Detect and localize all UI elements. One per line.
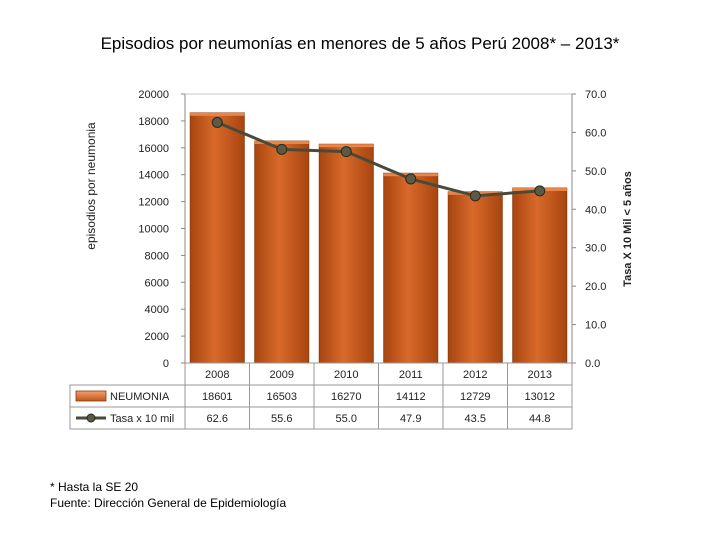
x-tick-label: 2013 bbox=[528, 369, 552, 381]
bar-value-label: 16503 bbox=[266, 391, 297, 403]
x-tick-label: 2010 bbox=[334, 369, 358, 381]
bar-top-2008 bbox=[190, 112, 245, 116]
y-right-tick-label: 40.0 bbox=[585, 204, 606, 216]
bar-2010 bbox=[318, 143, 374, 364]
legend-bar-name: NEUMONIA bbox=[110, 391, 170, 403]
y-left-tick-label: 0 bbox=[163, 358, 169, 370]
bar-value-label: 18601 bbox=[202, 391, 233, 403]
rate-value-label: 55.0 bbox=[336, 413, 357, 425]
bar-top-2010 bbox=[319, 144, 374, 148]
rate-point-2008 bbox=[211, 116, 223, 128]
rate-point-2011 bbox=[405, 173, 417, 185]
y-left-tick-label: 18000 bbox=[138, 116, 169, 128]
rate-point-2012 bbox=[469, 190, 481, 202]
bar-2012 bbox=[447, 191, 503, 364]
x-tick-label: 2012 bbox=[463, 369, 487, 381]
y-left-tick-label: 4000 bbox=[145, 304, 169, 316]
bar-2011 bbox=[383, 172, 439, 364]
y-left-tick-label: 12000 bbox=[138, 197, 169, 209]
rate-value-label: 43.5 bbox=[465, 413, 486, 425]
y-left-tick-label: 10000 bbox=[138, 224, 169, 236]
rate-point-2009 bbox=[276, 143, 288, 155]
y-right-tick-label: 10.0 bbox=[585, 320, 606, 332]
legend-bar-swatch bbox=[75, 390, 107, 402]
y-right-tick-label: 70.0 bbox=[585, 89, 606, 101]
y-right-axis-title: Tasa X 10 Mil < 5 años bbox=[622, 171, 634, 287]
rate-value-label: 47.9 bbox=[400, 413, 421, 425]
bar-2008 bbox=[189, 112, 245, 364]
bar-2009 bbox=[254, 140, 310, 364]
bar-value-label: 16270 bbox=[331, 391, 362, 403]
chart-title: Episodios por neumonías en menores de 5 … bbox=[100, 34, 620, 53]
legend-line-marker bbox=[86, 413, 96, 423]
footnote-source: Fuente: Dirección General de Epidemiolog… bbox=[50, 496, 287, 510]
x-tick-label: 2009 bbox=[270, 369, 294, 381]
bar-value-label: 12729 bbox=[460, 391, 491, 403]
legend-line-name: Tasa x 10 mil bbox=[110, 413, 174, 425]
y-right-tick-label: 50.0 bbox=[585, 166, 606, 178]
y-left-tick-label: 8000 bbox=[145, 250, 169, 262]
bar-2013 bbox=[512, 187, 568, 364]
y-right-tick-label: 60.0 bbox=[585, 127, 606, 139]
x-tick-label: 2008 bbox=[205, 369, 229, 381]
y-right-tick-label: 20.0 bbox=[585, 281, 606, 293]
y-right-tick-label: 0.0 bbox=[585, 358, 600, 370]
y-left-tick-label: 2000 bbox=[145, 331, 169, 343]
rate-value-label: 62.6 bbox=[207, 413, 228, 425]
footnote-note: * Hasta la SE 20 bbox=[50, 480, 139, 494]
y-right-tick-label: 30.0 bbox=[585, 243, 606, 255]
rate-value-label: 44.8 bbox=[529, 413, 550, 425]
x-tick-label: 2011 bbox=[399, 369, 423, 381]
rate-line bbox=[216, 121, 540, 198]
rate-value-label: 55.6 bbox=[271, 413, 292, 425]
y-left-tick-label: 20000 bbox=[138, 89, 169, 101]
y-left-axis-title: episodios por neumonia bbox=[84, 122, 98, 250]
bar-value-label: 13012 bbox=[524, 391, 555, 403]
bar-value-label: 14112 bbox=[396, 391, 426, 403]
rate-point-2010 bbox=[340, 146, 352, 158]
y-left-tick-label: 14000 bbox=[138, 170, 169, 182]
rate-point-2013 bbox=[534, 185, 546, 197]
bar-top-2009 bbox=[254, 141, 309, 145]
y-left-tick-label: 6000 bbox=[145, 277, 169, 289]
y-left-tick-label: 16000 bbox=[138, 143, 169, 155]
